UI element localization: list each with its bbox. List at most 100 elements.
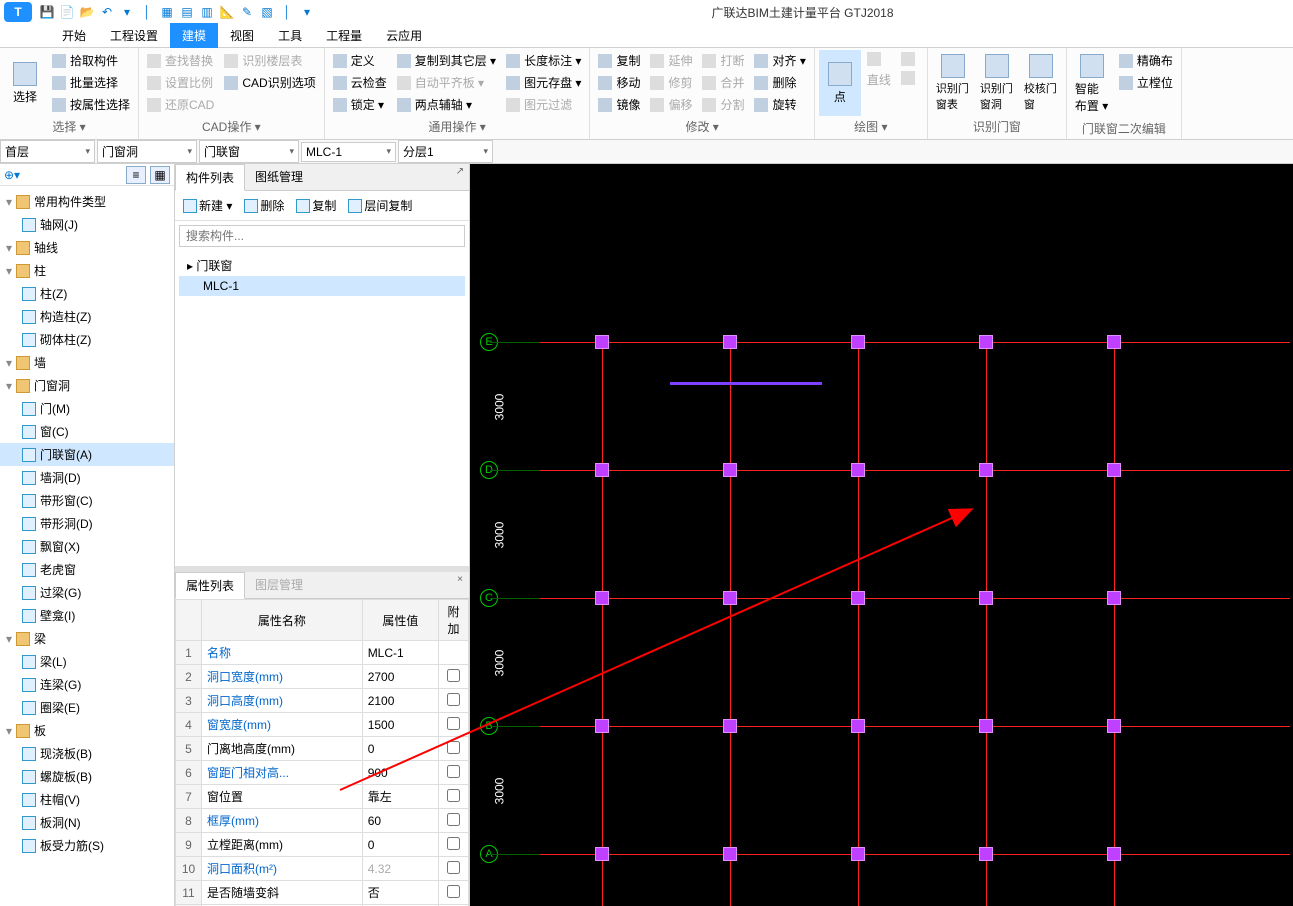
tree-item[interactable]: 板受力筋(S) <box>0 834 174 857</box>
prop-extra[interactable] <box>439 713 469 737</box>
tree-list-view-icon[interactable]: ≡ <box>126 166 146 184</box>
selector-dropdown[interactable]: 首层▾ <box>0 140 95 163</box>
ribbon-al-button[interactable]: 对齐 ▾ <box>750 50 809 71</box>
prop-value[interactable]: 否 <box>362 881 438 905</box>
tree-item[interactable]: 带形窗(C) <box>0 489 174 512</box>
tree-grid-view-icon[interactable]: ▦ <box>150 166 170 184</box>
prop-row[interactable]: 4窗宽度(mm)1500 <box>176 713 469 737</box>
tab-drawing-manage[interactable]: 图纸管理 <box>245 164 313 190</box>
grid-node[interactable] <box>1107 847 1121 861</box>
checkbox[interactable] <box>447 789 460 802</box>
ribbon-select-button[interactable]: 选择 <box>4 50 46 116</box>
tree-item[interactable]: 窗(C) <box>0 420 174 443</box>
tree-item[interactable]: 老虎窗 <box>0 558 174 581</box>
grid-node[interactable] <box>979 335 993 349</box>
ribbon-mirror-button[interactable]: 镜像 <box>594 94 644 115</box>
tree-item[interactable]: ▾ 板 <box>0 719 174 742</box>
ribbon-lock-button[interactable]: 锁定 ▾ <box>329 94 391 115</box>
tree-item[interactable]: ▾ 门窗洞 <box>0 374 174 397</box>
grid-node[interactable] <box>723 335 737 349</box>
prop-row[interactable]: 10洞口面积(m²)4.32 <box>176 857 469 881</box>
tree-item[interactable]: 壁龛(I) <box>0 604 174 627</box>
checkbox[interactable] <box>447 837 460 850</box>
tree-item[interactable]: 现浇板(B) <box>0 742 174 765</box>
toolbar-copy-button[interactable]: 复制 <box>292 195 340 216</box>
tree-item[interactable]: 飘窗(X) <box>0 535 174 558</box>
tree-item[interactable]: ▾ 轴线 <box>0 236 174 259</box>
grid-node[interactable] <box>723 847 737 861</box>
menu-0[interactable]: 开始 <box>50 23 98 48</box>
grid-node[interactable] <box>723 591 737 605</box>
tree-item[interactable]: 轴网(J) <box>0 213 174 236</box>
toolbar-lcopy-button[interactable]: 层间复制 <box>344 195 416 216</box>
qat-open-icon[interactable]: 📄 <box>58 3 76 21</box>
prop-extra[interactable] <box>439 881 469 905</box>
grid-node[interactable] <box>595 847 609 861</box>
qat-undo-icon[interactable]: ↶ <box>98 3 116 21</box>
tree-item[interactable]: 柱(Z) <box>0 282 174 305</box>
qat-save-icon[interactable]: 💾 <box>38 3 56 21</box>
checkbox[interactable] <box>447 765 460 778</box>
ribbon-rot-button[interactable]: 旋转 <box>750 94 809 115</box>
ribbon-cloud-button[interactable]: 云检查 <box>329 72 391 93</box>
prop-extra[interactable] <box>439 641 469 665</box>
prop-value[interactable]: 1500 <box>362 713 438 737</box>
tree-item[interactable]: 过梁(G) <box>0 581 174 604</box>
grid-node[interactable] <box>1107 335 1121 349</box>
prop-value[interactable]: 900 <box>362 761 438 785</box>
checkbox[interactable] <box>447 693 460 706</box>
prop-row[interactable]: 9立樘距离(mm)0 <box>176 833 469 857</box>
ribbon-t3-button[interactable]: 校核门窗 <box>1020 50 1062 116</box>
grid-node[interactable] <box>979 719 993 733</box>
prop-row[interactable]: 6窗距门相对高...900 <box>176 761 469 785</box>
grid-node[interactable] <box>979 463 993 477</box>
ribbon-cadopt-button[interactable]: CAD识别选项 <box>220 72 319 93</box>
grid-node[interactable] <box>723 463 737 477</box>
prop-row[interactable]: 2洞口宽度(mm)2700 <box>176 665 469 689</box>
tree-item[interactable]: 构造柱(Z) <box>0 305 174 328</box>
prop-value[interactable]: 60 <box>362 809 438 833</box>
prop-value[interactable]: 2700 <box>362 665 438 689</box>
prop-extra[interactable] <box>439 809 469 833</box>
prop-extra[interactable] <box>439 857 469 881</box>
grid-node[interactable] <box>851 463 865 477</box>
checkbox[interactable] <box>447 669 460 682</box>
prop-row[interactable]: 5门离地高度(mm)0 <box>176 737 469 761</box>
prop-extra[interactable] <box>439 689 469 713</box>
qat-db-icon[interactable]: ▥ <box>198 3 216 21</box>
qat-redo-icon[interactable]: ▾ <box>118 3 136 21</box>
grid-node[interactable] <box>595 335 609 349</box>
grid-node[interactable] <box>851 719 865 733</box>
toolbar-new-button[interactable]: 新建 ▾ <box>179 195 236 216</box>
grid-node[interactable] <box>1107 719 1121 733</box>
ribbon-move-button[interactable]: 移动 <box>594 72 644 93</box>
tab-layer-manage[interactable]: 图层管理 <box>245 572 313 598</box>
ribbon-pos-button[interactable]: 立樘位 <box>1115 72 1177 93</box>
tree-item[interactable]: ▾ 梁 <box>0 627 174 650</box>
grid-node[interactable] <box>851 335 865 349</box>
prop-value[interactable]: 2100 <box>362 689 438 713</box>
ribbon-dim-button[interactable]: 长度标注 ▾ <box>502 50 585 71</box>
prop-extra[interactable] <box>439 737 469 761</box>
tree-item[interactable]: 门(M) <box>0 397 174 420</box>
ribbon-save-button[interactable]: 图元存盘 ▾ <box>502 72 585 93</box>
prop-extra[interactable] <box>439 785 469 809</box>
tree-item[interactable]: 砌体柱(Z) <box>0 328 174 351</box>
grid-node[interactable] <box>851 591 865 605</box>
prop-row[interactable]: 8框厚(mm)60 <box>176 809 469 833</box>
grid-node[interactable] <box>595 463 609 477</box>
menu-5[interactable]: 工程量 <box>314 23 374 48</box>
tree-item[interactable]: ▾ 柱 <box>0 259 174 282</box>
placed-component[interactable] <box>670 382 822 385</box>
grid-node[interactable] <box>979 591 993 605</box>
prop-extra[interactable] <box>439 833 469 857</box>
selector-dropdown[interactable]: 门联窗▾ <box>199 140 299 163</box>
prop-row[interactable]: 1名称MLC-1 <box>176 641 469 665</box>
checkbox[interactable] <box>447 813 460 826</box>
qat-help-icon[interactable]: ▾ <box>298 3 316 21</box>
tree-item[interactable]: 墙洞(D) <box>0 466 174 489</box>
ribbon-copy-button[interactable]: 复制到其它层 ▾ <box>393 50 500 71</box>
tab-property-list[interactable]: 属性列表 <box>175 572 245 599</box>
qat-pencil-icon[interactable]: ✎ <box>238 3 256 21</box>
ribbon-del-button[interactable]: 删除 <box>750 72 809 93</box>
